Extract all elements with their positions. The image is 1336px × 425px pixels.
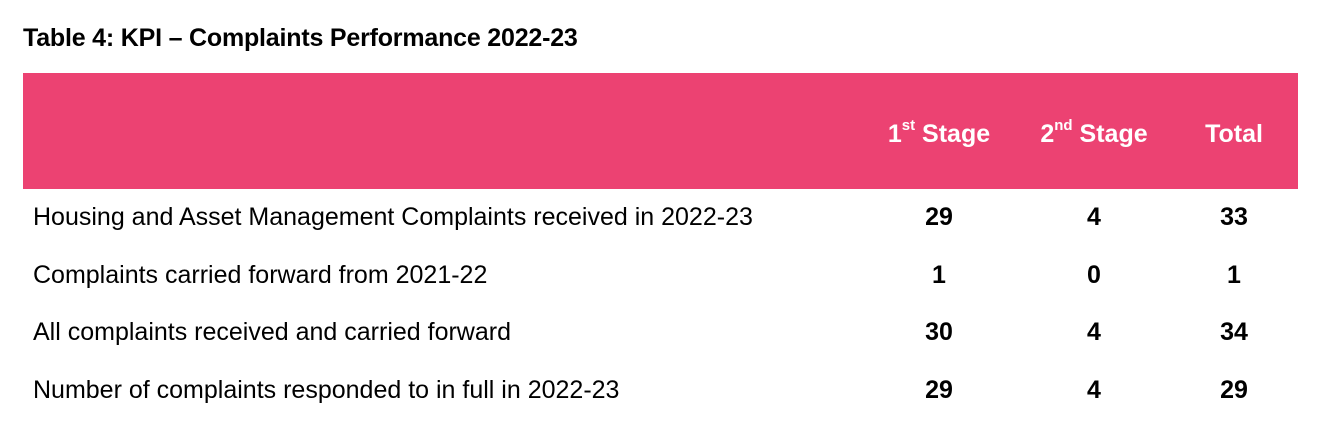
stage2-value: 4 xyxy=(1087,375,1101,404)
total-value: 34 xyxy=(1220,318,1248,347)
header-total: Total xyxy=(1205,119,1263,148)
table-row: Housing and Asset Management Complaints … xyxy=(23,189,1298,247)
header-stage1-word: Stage xyxy=(915,119,991,148)
table-row: Complaints carried forward from 2021-22 … xyxy=(23,247,1298,305)
total-value: 29 xyxy=(1220,375,1248,404)
header-stage1: 1st Stage xyxy=(860,73,1018,189)
row-label: Number of complaints responded to in ful… xyxy=(33,375,620,404)
kpi-complaints-table: 1st Stage 2nd Stage Total Housing and As… xyxy=(23,73,1298,419)
total-value: 33 xyxy=(1220,203,1248,232)
header-stage1-number: 1 xyxy=(887,119,902,148)
table-row: Number of complaints responded to in ful… xyxy=(23,362,1298,420)
header-stage1-ordinal: st xyxy=(901,117,916,135)
header-stage2-number: 2 xyxy=(1040,119,1055,148)
stage1-value: 30 xyxy=(925,318,953,347)
header-stage2-word: Stage xyxy=(1072,119,1148,148)
table-body: Housing and Asset Management Complaints … xyxy=(23,189,1298,419)
table-caption: Table 4: KPI – Complaints Performance 20… xyxy=(23,24,578,52)
table-row: All complaints received and carried forw… xyxy=(23,304,1298,362)
row-label: Complaints carried forward from 2021-22 xyxy=(33,260,488,289)
total-value: 1 xyxy=(1227,260,1241,289)
header-stage2-ordinal: nd xyxy=(1054,117,1073,135)
stage2-value: 4 xyxy=(1087,203,1101,232)
stage2-value: 4 xyxy=(1087,318,1101,347)
stage1-value: 29 xyxy=(925,375,953,404)
stage1-value: 1 xyxy=(932,260,946,289)
stage1-value: 29 xyxy=(925,203,953,232)
header-row: 1st Stage 2nd Stage Total xyxy=(23,73,1298,189)
stage2-value: 0 xyxy=(1087,260,1101,289)
row-label: All complaints received and carried forw… xyxy=(33,318,511,347)
header-label-cell xyxy=(23,73,860,189)
header-stage2: 2nd Stage xyxy=(1018,73,1170,189)
row-label: Housing and Asset Management Complaints … xyxy=(33,203,753,232)
table-header: 1st Stage 2nd Stage Total xyxy=(23,73,1298,189)
